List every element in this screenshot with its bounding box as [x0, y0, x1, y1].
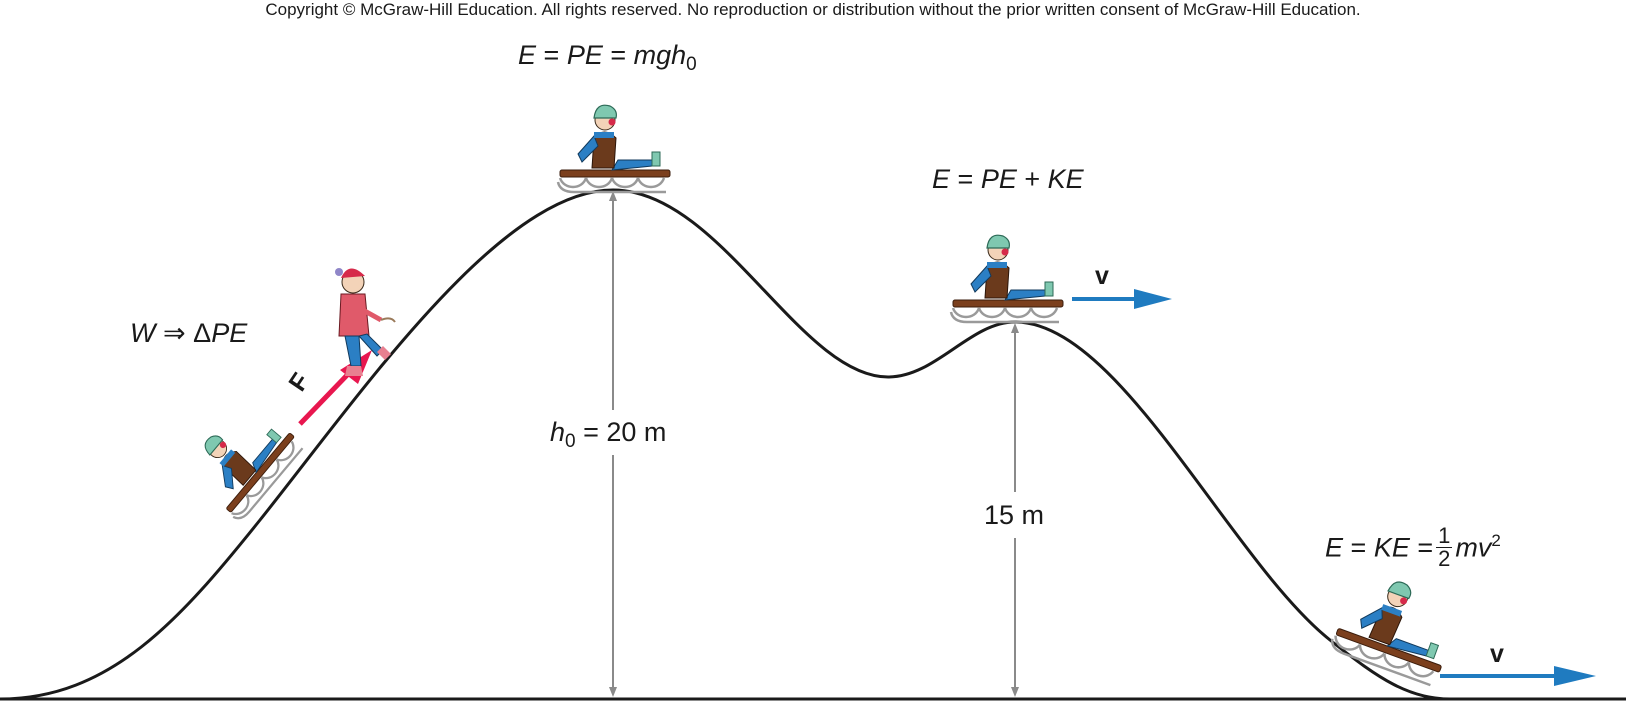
puller-icon — [335, 268, 396, 376]
label-mid-energy: E = PE + KE — [932, 164, 1084, 195]
sledder-icon — [1327, 565, 1466, 688]
label-bottom-energy: E = KE = 1 2 mv2 — [1325, 523, 1501, 572]
label-equals: = — [610, 40, 634, 70]
label-height-mid: 15 m — [984, 500, 1045, 530]
label-fraction-bar — [1436, 547, 1453, 548]
label-plus: + — [1024, 164, 1048, 194]
label-bottom-energy-sup: 2 — [1491, 530, 1501, 550]
sledder-icon — [949, 233, 1065, 324]
label-work-arrow: ⇒ — [163, 318, 186, 348]
label-bottom-energy-mv: mv — [1455, 532, 1492, 563]
label-equals: = — [1417, 532, 1434, 563]
label-velocity-mid: v — [1095, 262, 1109, 290]
velocity-arrow-icon — [1440, 666, 1596, 686]
label-top-energy-mgh: mgh — [633, 40, 687, 70]
label-bottom-energy-ke: KE — [1373, 532, 1410, 563]
sledder-icon — [556, 103, 672, 194]
label-mid-energy-ke: KE — [1047, 164, 1084, 194]
label-top-energy-sub: 0 — [686, 54, 697, 75]
label-mid-energy-e: E — [932, 164, 951, 194]
label-velocity-bottom: v — [1490, 640, 1504, 668]
label-work: W ⇒ ΔPE — [130, 318, 247, 349]
label-bottom-energy-e: E — [1325, 532, 1344, 563]
label-height-h: h — [550, 417, 566, 447]
label-work-delta: Δ — [193, 318, 212, 348]
label-mid-energy-pe: PE — [980, 164, 1017, 194]
label-height-value: = 20 m — [575, 417, 667, 447]
label-work-pe: PE — [211, 318, 248, 348]
label-top-energy-pe: PE — [566, 40, 603, 70]
label-fraction-num: 1 — [1438, 523, 1451, 548]
label-height-peak: h0 = 20 m — [550, 417, 667, 452]
label-top-energy: E = PE = mgh0 — [518, 40, 697, 75]
label-equals: = — [543, 40, 567, 70]
sledder-icon — [179, 394, 306, 524]
label-equals: = — [957, 164, 981, 194]
copyright-notice: Copyright © McGraw-Hill Education. All r… — [265, 0, 1361, 19]
label-work-w: W — [130, 318, 156, 348]
label-top-energy-e: E — [518, 40, 537, 70]
velocity-arrow-icon — [1072, 289, 1172, 309]
label-fraction-den: 2 — [1438, 546, 1451, 571]
label-height-sub: 0 — [565, 431, 576, 452]
label-equals: = — [1350, 532, 1374, 563]
hill-curve — [0, 188, 1451, 701]
